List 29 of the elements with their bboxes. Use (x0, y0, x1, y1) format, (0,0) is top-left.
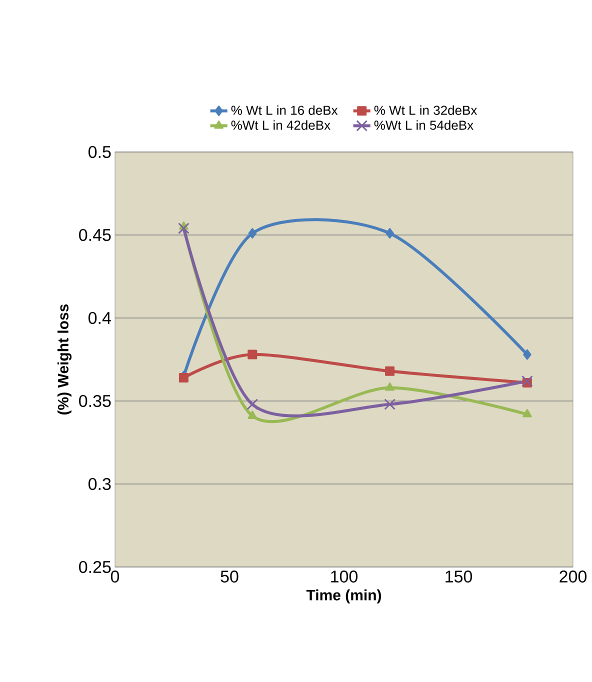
point (523, 349, 532, 360)
point (385, 382, 394, 391)
y-tick-label: 0.25 (79, 560, 111, 574)
point (248, 228, 257, 239)
point (386, 228, 394, 239)
point (522, 375, 533, 387)
y-tick-label: 0.45 (79, 228, 111, 242)
y-tick-label: 0.3 (88, 478, 111, 490)
point (248, 350, 258, 360)
point (385, 366, 395, 376)
y-tick-label: 0.4 (88, 312, 111, 324)
point (178, 373, 188, 383)
point (384, 398, 396, 410)
legend-label: % Wt L in 32deBx (374, 105, 478, 115)
point (248, 410, 258, 419)
point (522, 409, 532, 418)
x-tick-label: 200 (560, 570, 587, 583)
point (178, 222, 190, 234)
legend-label: % Wt L in 16 deBx (231, 105, 338, 115)
x-axis-title: Time (min) (306, 589, 382, 604)
x-tick-label: 0 (110, 570, 120, 583)
y-tick-label: 0.5 (88, 146, 111, 158)
x-tick-label: 50 (220, 570, 238, 583)
legend-label: %Wt L in 54deBx (374, 120, 474, 130)
x-tick-label: 150 (446, 570, 472, 583)
legend-label: %Wt L in 42deBx (231, 120, 330, 130)
y-tick-label: 0.35 (79, 394, 111, 408)
x-tick-label: 100 (331, 570, 358, 583)
y-axis-title: (%) Weight loss (57, 304, 72, 414)
